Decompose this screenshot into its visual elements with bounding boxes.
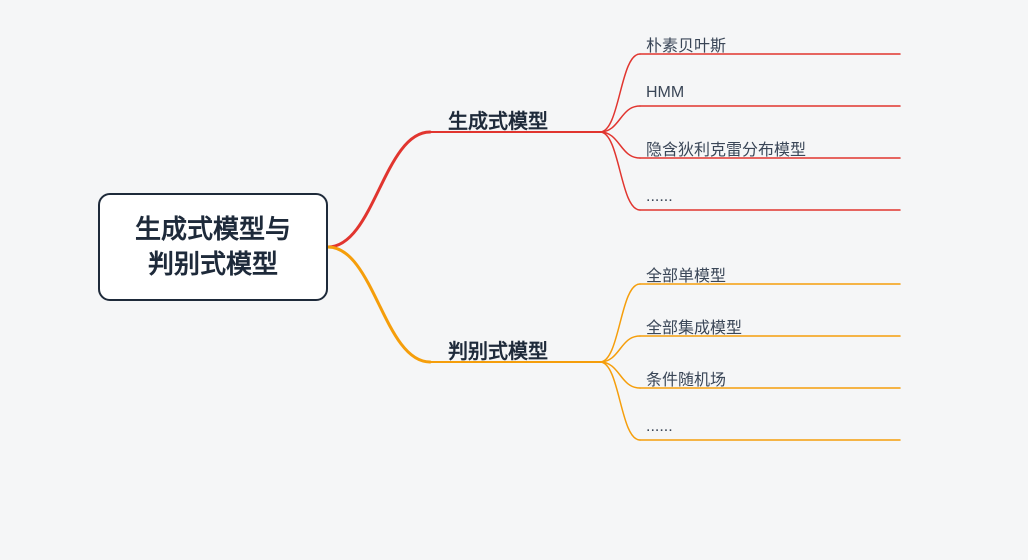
branch-label-discriminative: 判别式模型	[448, 335, 548, 364]
leaf-discriminative-0: 全部单模型	[646, 262, 726, 286]
root-node-text: 生成式模型与 判别式模型	[135, 212, 291, 282]
branch-label-generative: 生成式模型	[448, 105, 548, 134]
root-node-line2: 判别式模型	[148, 249, 278, 279]
mindmap-stage: 生成式模型与 判别式模型 生成式模型 朴素贝叶斯 HMM 隐含狄利克雷分布模型....…	[0, 0, 1028, 560]
leaf-generative-3: ......	[646, 188, 673, 206]
leaf-generative-2: 隐含狄利克雷分布模型	[646, 136, 806, 160]
leaf-discriminative-1: 全部集成模型	[646, 314, 742, 338]
root-node-line1: 生成式模型与	[135, 214, 291, 244]
leaf-generative-1: HMM	[646, 84, 684, 102]
leaf-discriminative-3: ......	[646, 418, 673, 436]
leaf-generative-0: 朴素贝叶斯	[646, 32, 726, 56]
leaf-discriminative-2: 条件随机场	[646, 366, 726, 390]
root-node: 生成式模型与 判别式模型	[98, 193, 328, 301]
